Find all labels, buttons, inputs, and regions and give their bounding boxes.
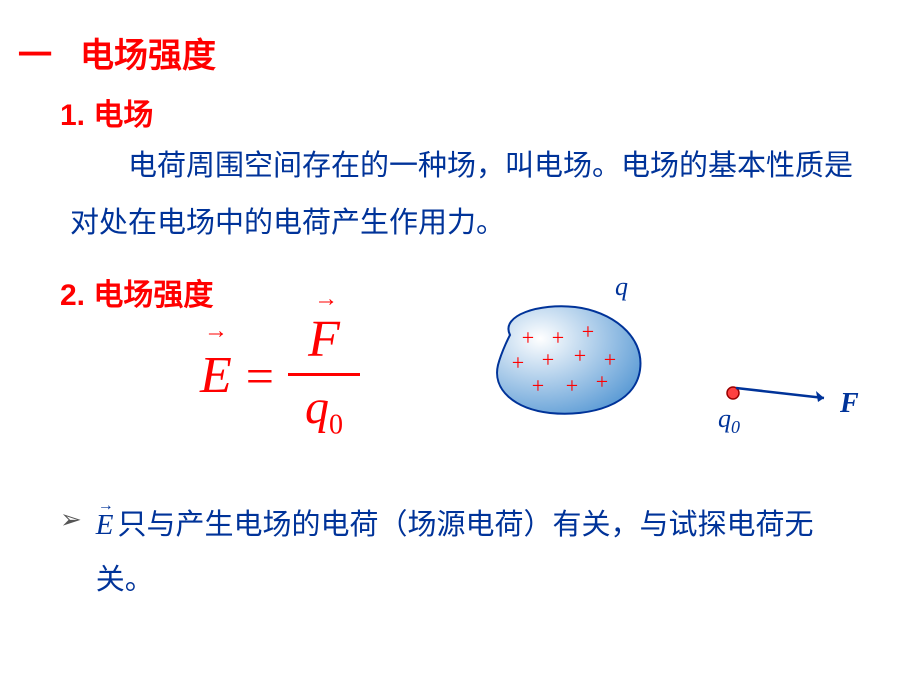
bullet-E-symbol: E [96, 509, 118, 541]
svg-text:+: + [512, 350, 524, 375]
bullet-marker: ➢ [60, 504, 82, 535]
title-text: 电场强度 [80, 28, 216, 77]
title-marker: 一 [18, 28, 52, 77]
svg-text:+: + [522, 325, 534, 350]
equals-sign: = [246, 347, 274, 405]
svg-text:+: + [532, 373, 544, 398]
source-charge-label: q [615, 272, 628, 302]
bullet-text-after: 只与产生电场的电荷（场源电荷）有关，与试探电荷无关。 [96, 509, 814, 596]
force-label: F [840, 388, 859, 420]
test-charge-label: q0 [718, 404, 740, 438]
formula-denominator: q0 [305, 376, 343, 442]
section2-heading: 2. 电场强度 [60, 270, 213, 314]
formula-numerator: F [300, 310, 348, 373]
q0-base: q [718, 404, 731, 433]
formula-fraction: F q0 [288, 310, 360, 442]
main-title: 一 电场强度 [18, 28, 216, 77]
section1-paragraph: 电荷周围空间存在的一种场，叫电场。电场的基本性质是对处在电场中的电荷产生作用力。 [70, 138, 860, 251]
bullet-point: ➢ E只与产生电场的电荷（场源电荷）有关，与试探电荷无关。 [60, 498, 870, 608]
test-charge-group: q0 F [718, 378, 878, 433]
svg-text:+: + [582, 319, 594, 344]
formula-lhs: E [200, 346, 232, 405]
formula-E-equals-F-over-q0: E = F q0 [200, 310, 360, 442]
denominator-sub: 0 [329, 410, 343, 441]
section1-heading: 1. 电场 [60, 90, 153, 134]
denominator-base: q [305, 381, 329, 434]
svg-text:+: + [574, 343, 586, 368]
svg-text:+: + [566, 373, 578, 398]
svg-text:+: + [542, 347, 554, 372]
bullet-text: E只与产生电场的电荷（场源电荷）有关，与试探电荷无关。 [96, 498, 870, 608]
svg-text:+: + [596, 369, 608, 394]
q0-sub: 0 [731, 417, 740, 437]
force-arrow [736, 384, 836, 404]
charge-blob: ++++++++++ [480, 295, 655, 425]
